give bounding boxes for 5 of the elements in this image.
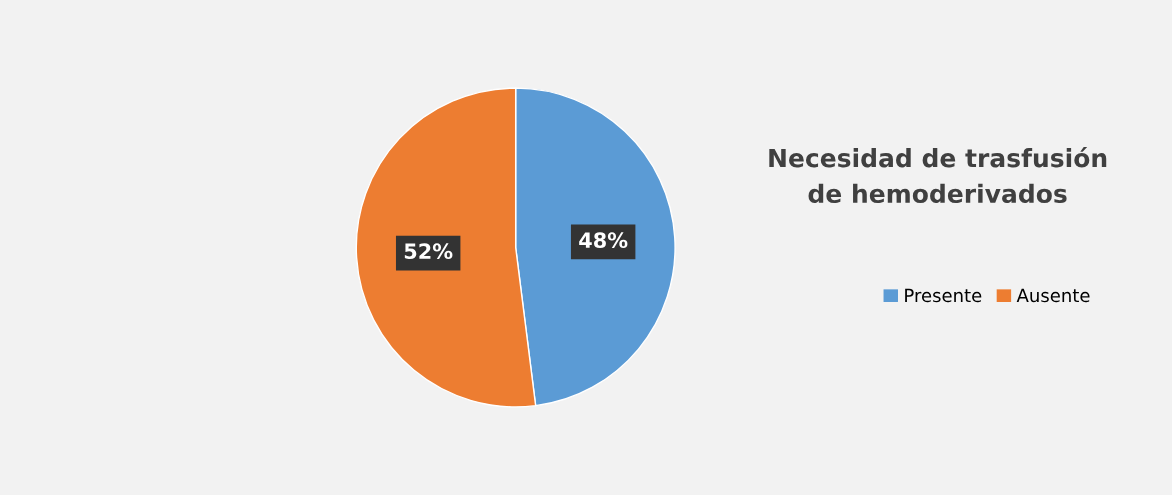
legend-label: Presente xyxy=(905,288,982,303)
legend-label: Ausente xyxy=(1016,288,1090,303)
data-label: 48% xyxy=(579,232,628,249)
data-label: 52% xyxy=(404,243,453,260)
text: Necesidad de trasfusión de hemoderivados xyxy=(769,147,1107,204)
